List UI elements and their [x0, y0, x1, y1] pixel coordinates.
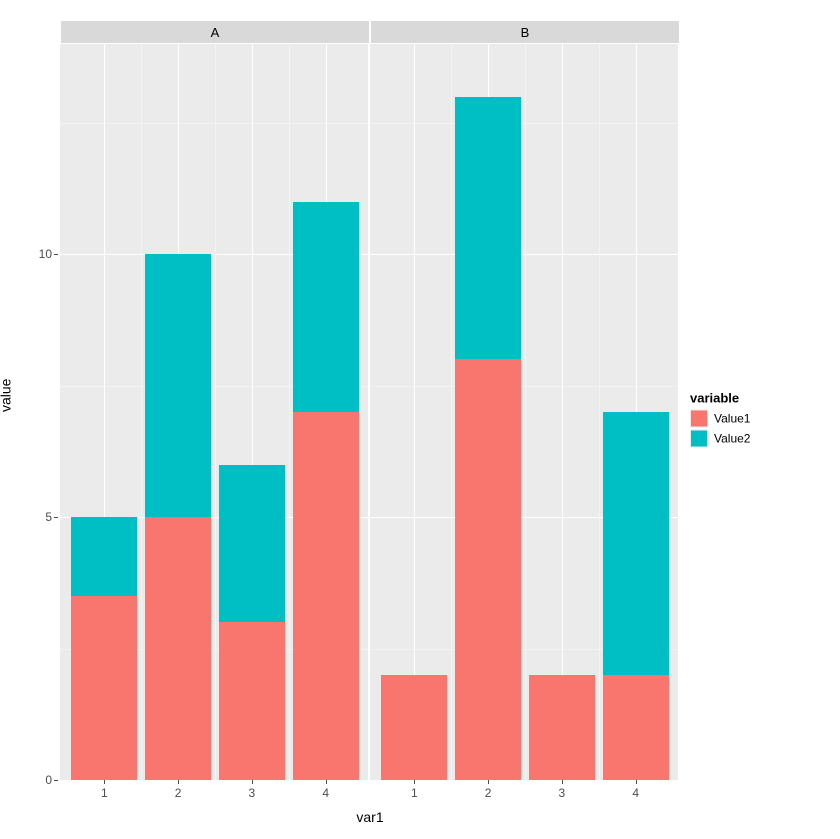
x-tick-mark	[104, 780, 105, 784]
y-axis: 0510	[10, 44, 60, 780]
y-tick-mark	[54, 254, 58, 255]
x-tick-mark	[636, 780, 637, 784]
y-tick-label: 0	[45, 773, 52, 787]
gridline-h	[370, 254, 678, 255]
bar-segment-Value1	[603, 675, 669, 780]
bar	[455, 97, 521, 780]
bar-segment-Value2	[603, 412, 669, 675]
x-tick-mark	[562, 780, 563, 784]
gridline-v-minor	[289, 44, 290, 780]
panel	[60, 44, 370, 780]
bar-segment-Value2	[145, 254, 211, 517]
bar-segment-Value1	[145, 517, 211, 780]
x-axis-title: var1	[60, 809, 680, 825]
gridline-v	[414, 44, 415, 780]
facet-A: A	[60, 20, 370, 780]
gridline-v-minor	[599, 44, 600, 780]
gridline-h-minor	[370, 123, 678, 124]
y-tick-mark	[54, 517, 58, 518]
facet-B: B	[370, 20, 680, 780]
legend-title: variable	[690, 390, 820, 405]
gridline-v-minor	[525, 44, 526, 780]
y-tick-label: 10	[39, 247, 52, 261]
bar	[145, 254, 211, 780]
bar	[381, 675, 447, 780]
gridline-h-minor	[370, 386, 678, 387]
bar-segment-Value1	[381, 675, 447, 780]
bar	[293, 202, 359, 780]
legend-swatch	[690, 429, 708, 447]
facet-strip: B	[370, 20, 680, 44]
faceted-stacked-bar-chart: value 0510 AB 12341234 var1 variable Val…	[10, 10, 830, 829]
x-axis: 1 2 3 4 1 2 3 4	[60, 780, 680, 804]
x-tick-label: 4	[632, 786, 639, 800]
legend-item: Value2	[690, 429, 820, 447]
gridline-h-minor	[60, 123, 368, 124]
legend-item: Value1	[690, 409, 820, 427]
bar	[603, 412, 669, 780]
x-tick-label: 2	[175, 786, 182, 800]
legend-label: Value2	[714, 431, 750, 445]
legend: variable Value1 Value2	[690, 390, 820, 449]
x-tick-label: 4	[322, 786, 329, 800]
legend-swatch	[690, 409, 708, 427]
bar-segment-Value2	[71, 517, 137, 596]
bar	[219, 465, 285, 780]
gridline-v-minor	[141, 44, 142, 780]
x-tick-label: 1	[101, 786, 108, 800]
bar-segment-Value1	[71, 596, 137, 780]
facet-strip: A	[60, 20, 370, 44]
x-tick-mark	[326, 780, 327, 784]
x-tick-label: 2	[485, 786, 492, 800]
bar-segment-Value1	[219, 622, 285, 780]
bar-segment-Value2	[293, 202, 359, 412]
y-tick-label: 5	[45, 510, 52, 524]
x-tick-label: 3	[559, 786, 566, 800]
gridline-v-minor	[215, 44, 216, 780]
bar-segment-Value1	[293, 412, 359, 780]
bar-segment-Value2	[455, 97, 521, 360]
x-tick-label: 1	[411, 786, 418, 800]
bar-segment-Value1	[529, 675, 595, 780]
legend-items: Value1 Value2	[690, 409, 820, 447]
plot-area: AB	[60, 20, 680, 780]
panel	[370, 44, 680, 780]
x-tick-mark	[178, 780, 179, 784]
bar	[529, 675, 595, 780]
bar	[71, 517, 137, 780]
legend-label: Value1	[714, 411, 750, 425]
y-tick-mark	[54, 780, 58, 781]
gridline-v	[562, 44, 563, 780]
x-tick-mark	[252, 780, 253, 784]
gridline-v-minor	[451, 44, 452, 780]
bar-segment-Value2	[219, 465, 285, 623]
x-tick-label: 3	[249, 786, 256, 800]
bar-segment-Value1	[455, 359, 521, 780]
x-tick-mark	[414, 780, 415, 784]
x-tick-mark	[488, 780, 489, 784]
